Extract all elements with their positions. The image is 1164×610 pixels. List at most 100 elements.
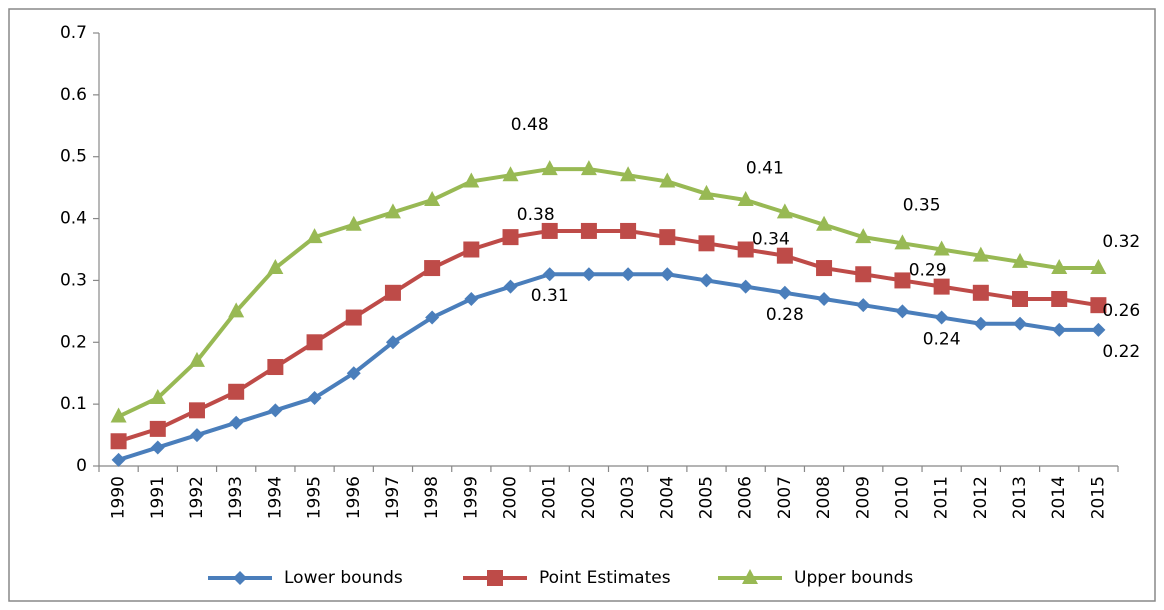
x-tick-label: 2001 (540, 476, 560, 519)
marker (384, 203, 401, 219)
x-tick-label: 2012 (971, 476, 991, 519)
y-tick-label: 0.6 (60, 85, 87, 105)
x-tick-label: 2000 (501, 476, 521, 519)
x-tick-label: 2015 (1088, 476, 1108, 519)
legend-marker (487, 570, 503, 586)
x-tick-label: 1992 (187, 476, 207, 519)
marker (188, 402, 205, 419)
marker (698, 235, 715, 252)
y-tick-label: 0.3 (60, 270, 87, 290)
y-tick-label: 0.5 (60, 147, 87, 167)
x-tick-label: 1996 (344, 476, 364, 519)
marker (659, 172, 676, 188)
series-line (117, 167, 1099, 419)
marker (345, 215, 362, 231)
x-tick-label: 2014 (1049, 476, 1069, 519)
legend-label: Lower bounds (284, 568, 403, 588)
marker (541, 160, 558, 176)
marker (541, 222, 558, 239)
series-line (117, 272, 1099, 462)
marker (580, 160, 597, 176)
marker (698, 184, 715, 200)
marker (424, 191, 441, 207)
marker (699, 273, 714, 288)
data-label: 0.32 (1102, 232, 1140, 252)
marker (776, 203, 793, 219)
marker (1051, 259, 1068, 275)
marker (660, 267, 675, 282)
marker (581, 267, 596, 282)
marker (503, 279, 518, 294)
marker (229, 415, 244, 430)
marker (542, 267, 557, 282)
marker (933, 240, 950, 256)
marker (621, 267, 636, 282)
marker (345, 309, 362, 326)
marker (580, 222, 597, 239)
marker (228, 302, 245, 318)
y-tick-label: 0 (76, 456, 87, 476)
x-tick-label: 1998 (422, 476, 442, 519)
marker (306, 334, 323, 351)
data-label: 0.28 (766, 305, 804, 325)
marker (463, 172, 480, 188)
marker (1090, 297, 1107, 314)
marker (267, 359, 284, 376)
data-label: 0.38 (517, 205, 555, 225)
x-tick-label: 2006 (736, 476, 756, 519)
marker (385, 335, 400, 350)
y-tick-label: 0.1 (60, 394, 87, 414)
marker (894, 272, 911, 289)
marker (346, 366, 361, 381)
data-label: 0.29 (909, 261, 947, 281)
data-label: 0.34 (752, 230, 790, 250)
marker (1012, 252, 1029, 268)
x-tick-label: 1995 (305, 476, 325, 519)
marker (659, 229, 676, 246)
x-tick-label: 2002 (579, 476, 599, 519)
marker (307, 390, 322, 405)
x-tick-label: 1990 (109, 476, 129, 519)
marker (1051, 290, 1068, 307)
marker (894, 234, 911, 250)
marker (110, 433, 127, 450)
marker (111, 452, 126, 467)
marker (464, 291, 479, 306)
x-tick-label: 2008 (814, 476, 834, 519)
x-tick-label: 2004 (657, 476, 677, 519)
marker (972, 284, 989, 301)
marker (738, 279, 753, 294)
marker (306, 228, 323, 244)
marker (737, 241, 754, 258)
marker (817, 291, 832, 306)
marker (777, 285, 792, 300)
marker (816, 260, 833, 277)
marker (855, 228, 872, 244)
chart-border (8, 8, 1156, 602)
marker (188, 351, 205, 367)
data-label: 0.24 (923, 330, 961, 350)
marker (973, 316, 988, 331)
marker (895, 304, 910, 319)
marker (268, 403, 283, 418)
marker (972, 246, 989, 262)
marker (1091, 322, 1106, 337)
marker (110, 407, 127, 423)
x-tick-label: 1997 (383, 476, 403, 519)
x-tick-label: 2005 (696, 476, 716, 519)
y-tick-label: 0.2 (60, 332, 87, 352)
x-tick-label: 1991 (148, 476, 168, 519)
x-tick-label: 1999 (461, 476, 481, 519)
marker (620, 222, 637, 239)
marker (855, 266, 872, 283)
marker (149, 388, 166, 404)
legend-label: Upper bounds (794, 568, 913, 588)
data-label: 0.35 (903, 196, 941, 216)
marker (1013, 316, 1028, 331)
marker (1090, 259, 1107, 275)
marker (425, 310, 440, 325)
legend-label: Point Estimates (539, 568, 671, 588)
data-label: 0.41 (746, 158, 784, 178)
